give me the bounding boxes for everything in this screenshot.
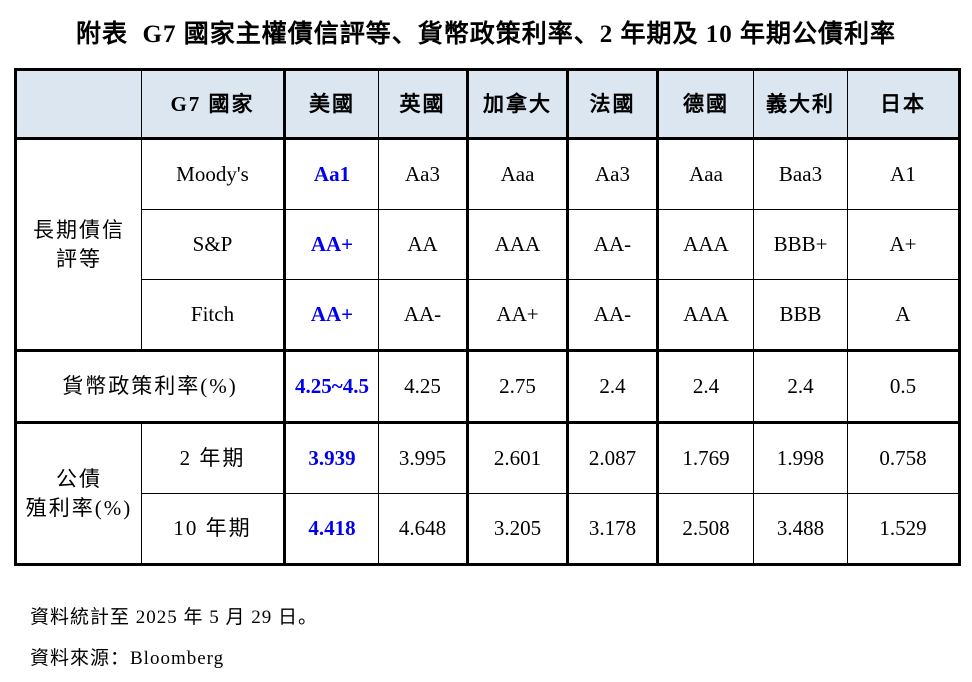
- credit-rating-label-line2: 評等: [56, 246, 102, 271]
- header-japan: 日本: [847, 69, 960, 140]
- header-uk: 英國: [378, 69, 468, 140]
- sp-japan: A+: [847, 209, 960, 280]
- policy-rate-germany: 2.4: [656, 349, 754, 423]
- agency-moodys: Moody's: [141, 138, 285, 210]
- moodys-row: 長期債信 評等 Moody's Aa1 Aa3 Aaa Aa3 Aaa Baa3…: [15, 138, 960, 351]
- yield-2y-france: 2.087: [566, 421, 658, 494]
- sp-uk: AA: [378, 209, 468, 280]
- fitch-usa: AA+: [283, 279, 379, 351]
- fitch-france: AA-: [566, 279, 658, 351]
- moodys-canada: Aaa: [466, 138, 568, 210]
- yield-10y-uk: 4.648: [378, 493, 468, 565]
- yield-10y-row: 10 年期 4.418 4.648 3.205 3.178 2.508 3.48…: [16, 493, 960, 565]
- section-label-credit-rating: 長期債信 評等: [15, 138, 142, 351]
- fitch-canada: AA+: [466, 279, 568, 351]
- moodys-uk: Aa3: [378, 138, 468, 210]
- footnotes: 資料統計至 2025 年 5 月 29 日。 資料來源：Bloomberg: [30, 602, 972, 670]
- yield-10y-usa: 4.418: [283, 493, 379, 565]
- yield-10y-canada: 3.205: [466, 493, 568, 565]
- fitch-italy: BBB: [753, 279, 848, 351]
- agency-fitch: Fitch: [141, 279, 285, 351]
- moodys-usa: Aa1: [283, 138, 379, 210]
- fitch-uk: AA-: [378, 279, 468, 351]
- sp-usa: AA+: [283, 209, 379, 280]
- moodys-germany: Aaa: [656, 138, 754, 210]
- yield-2y-uk: 3.995: [378, 421, 468, 494]
- sp-canada: AAA: [466, 209, 568, 280]
- yield-10y-japan: 1.529: [847, 493, 960, 565]
- header-italy: 義大利: [753, 69, 848, 140]
- header-germany: 德國: [656, 69, 754, 140]
- data-source-note: 資料來源：Bloomberg: [30, 648, 225, 669]
- moodys-france: Aa3: [566, 138, 658, 210]
- policy-rate-uk: 4.25: [378, 349, 468, 423]
- tenor-10y: 10 年期: [141, 493, 285, 565]
- credit-rating-label-line1: 長期債信: [33, 218, 125, 243]
- sp-italy: BBB+: [753, 209, 848, 280]
- moodys-italy: Baa3: [753, 138, 848, 210]
- sp-france: AA-: [566, 209, 658, 280]
- bond-yield-label-line1: 公債: [56, 467, 102, 492]
- section-label-bond-yield: 公債 殖利率(%): [15, 421, 142, 565]
- policy-rate-france: 2.4: [566, 349, 658, 423]
- yield-2y-japan: 0.758: [847, 421, 960, 494]
- yield-2y-canada: 2.601: [466, 421, 568, 494]
- fitch-germany: AAA: [656, 279, 754, 351]
- yield-2y-usa: 3.939: [283, 421, 379, 494]
- policy-rate-row: 貨幣政策利率(%) 4.25~4.5 4.25 2.75 2.4 2.4 2.4…: [15, 349, 960, 423]
- policy-rate-canada: 2.75: [466, 349, 568, 423]
- moodys-japan: A1: [847, 138, 960, 210]
- table-header-row: G7 國家 美國 英國 加拿大 法國 德國 義大利 日本: [15, 69, 960, 140]
- header-g7-label: G7 國家: [141, 69, 285, 140]
- agency-sp: S&P: [141, 209, 285, 280]
- policy-rate-italy: 2.4: [753, 349, 848, 423]
- page-title: 附表 G7 國家主權債信評等、貨幣政策利率、2 年期及 10 年期公債利率: [76, 21, 896, 48]
- sp-row: S&P AA+ AA AAA AA- AAA BBB+ A+: [16, 209, 960, 280]
- fitch-japan: A: [847, 279, 960, 351]
- fitch-row: Fitch AA+ AA- AA+ AA- AAA BBB A: [16, 279, 960, 351]
- header-corner-cell: [15, 69, 142, 140]
- tenor-2y: 2 年期: [141, 421, 285, 494]
- data-date-note: 資料統計至 2025 年 5 月 29 日。: [30, 607, 319, 628]
- yield-10y-france: 3.178: [566, 493, 658, 565]
- yield-10y-germany: 2.508: [656, 493, 754, 565]
- policy-rate-japan: 0.5: [847, 349, 960, 423]
- yield-2y-italy: 1.998: [753, 421, 848, 494]
- g7-sovereign-table: G7 國家 美國 英國 加拿大 法國 德國 義大利 日本 長期債信 評等 Moo…: [14, 68, 961, 566]
- sp-germany: AAA: [656, 209, 754, 280]
- yield-10y-italy: 3.488: [753, 493, 848, 565]
- header-france: 法國: [566, 69, 658, 140]
- header-usa: 美國: [283, 69, 379, 140]
- yield-2y-germany: 1.769: [656, 421, 754, 494]
- policy-rate-label: 貨幣政策利率(%): [15, 349, 285, 423]
- yield-2y-row: 公債 殖利率(%) 2 年期 3.939 3.995 2.601 2.087 1…: [15, 421, 960, 565]
- bond-yield-label-line2: 殖利率(%): [25, 495, 133, 520]
- policy-rate-usa: 4.25~4.5: [283, 349, 379, 423]
- header-canada: 加拿大: [466, 69, 568, 140]
